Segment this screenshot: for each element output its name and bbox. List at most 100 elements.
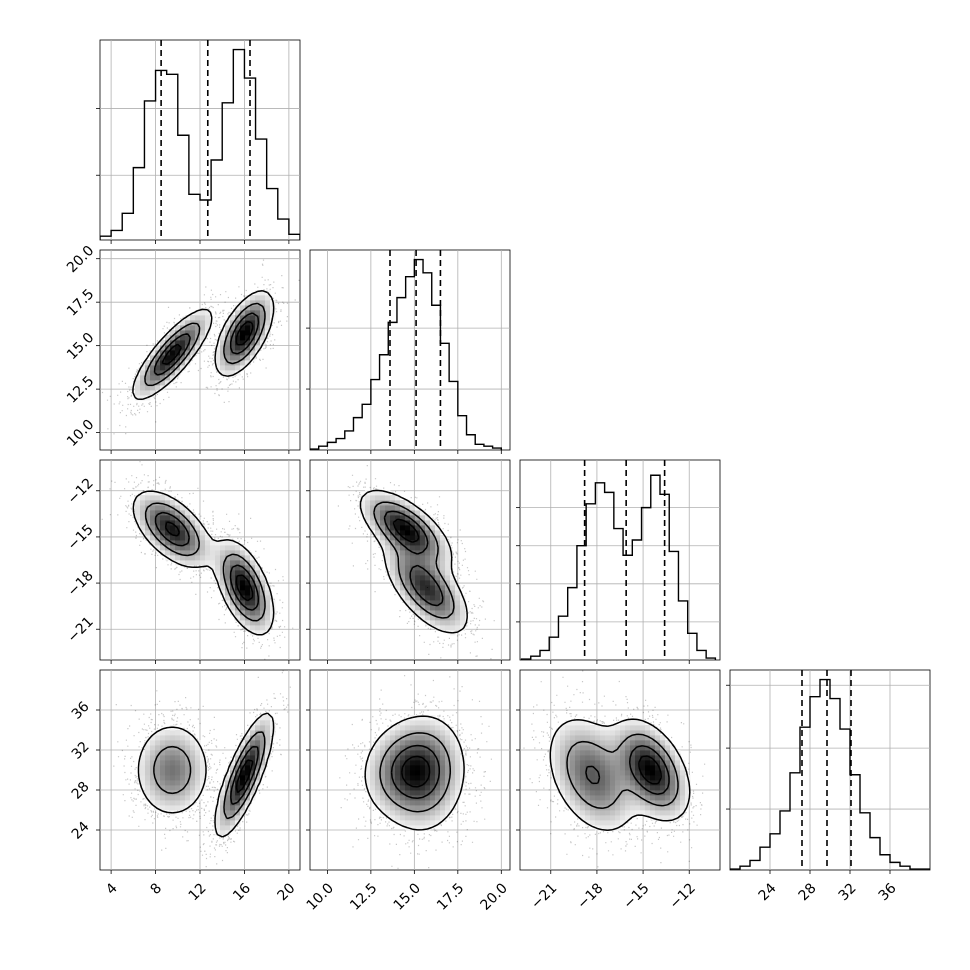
density-cell: [195, 315, 201, 321]
density-cell: [585, 810, 591, 816]
density-cell: [265, 590, 271, 596]
density-cell: [395, 730, 401, 736]
density-cell: [220, 800, 226, 806]
density-cell: [215, 815, 221, 821]
density-cell: [650, 745, 656, 751]
density-cell: [225, 560, 231, 566]
density-cell: [415, 815, 421, 821]
density-cell: [405, 725, 411, 731]
density-cell: [395, 775, 401, 781]
panel-frame: [309, 249, 511, 451]
density-cell: [440, 625, 446, 631]
density-cell: [660, 795, 666, 801]
density-cell: [405, 815, 411, 821]
density-cell: [555, 765, 561, 771]
density-cell: [230, 810, 236, 816]
density-cell: [165, 740, 171, 746]
density-cell: [445, 555, 451, 561]
density-cell: [190, 350, 196, 356]
density-cell: [220, 825, 226, 831]
density-cell: [435, 595, 441, 601]
density-cell: [440, 725, 446, 731]
density-cell: [405, 795, 411, 801]
density-cell: [140, 505, 146, 511]
y-tick-label-1-0: 10.0: [64, 417, 97, 450]
density-cell: [220, 540, 226, 546]
density-cell: [145, 760, 151, 766]
density-cell: [390, 785, 396, 791]
density-cell: [260, 290, 266, 296]
density-cell: [560, 765, 566, 771]
density-cell: [445, 610, 451, 616]
density-cell: [155, 740, 161, 746]
density-cell: [370, 490, 376, 496]
density-cell: [140, 500, 146, 506]
contour-level-2: [585, 745, 670, 795]
density-cell: [385, 795, 391, 801]
density-cell: [635, 740, 641, 746]
density-cell: [380, 765, 386, 771]
density-cell: [630, 750, 636, 756]
density-cell: [415, 555, 421, 561]
density-cell: [165, 805, 171, 811]
density-cell: [260, 595, 266, 601]
density-cell: [235, 600, 241, 606]
density-cell: [645, 740, 651, 746]
density-cell: [670, 765, 676, 771]
density-cell: [400, 515, 406, 521]
contour-level-0: [137, 712, 275, 838]
density-cell: [445, 805, 451, 811]
density-cell: [240, 340, 246, 346]
density-cell: [190, 515, 196, 521]
density-cell: [265, 320, 271, 326]
density-cell: [450, 755, 456, 761]
density-cell: [420, 820, 426, 826]
density-cell: [675, 810, 681, 816]
density-cell: [140, 765, 146, 771]
density-cell: [190, 745, 196, 751]
density-cell: [185, 535, 191, 541]
contour-level-0: [364, 715, 465, 831]
density-cell: [660, 785, 666, 791]
density-cell: [390, 570, 396, 576]
density-cell: [185, 760, 191, 766]
density-cell: [250, 775, 256, 781]
density-cell: [255, 625, 261, 631]
density-cell: [610, 790, 616, 796]
density-cell: [160, 780, 166, 786]
density-cell: [205, 320, 211, 326]
density-cell: [560, 730, 566, 736]
density-cell: [405, 775, 411, 781]
density-cell: [645, 795, 651, 801]
density-cell: [405, 780, 411, 786]
panel-content: [100, 670, 300, 870]
density-cell: [405, 525, 411, 531]
density-cell: [605, 780, 611, 786]
density-cell: [185, 790, 191, 796]
density-cell: [200, 325, 206, 331]
density-cell: [260, 745, 266, 751]
density-cell: [410, 745, 416, 751]
density-cell: [230, 345, 236, 351]
density-cell: [445, 765, 451, 771]
density-cell: [385, 515, 391, 521]
density-cell: [235, 750, 241, 756]
density-cell: [420, 810, 426, 816]
density-cell: [450, 760, 456, 766]
density-cell: [215, 825, 221, 831]
density-cell: [655, 770, 661, 776]
density-cell: [190, 800, 196, 806]
density-cell: [665, 800, 671, 806]
density-cell: [225, 550, 231, 556]
density-cell: [620, 745, 626, 751]
density-cell: [175, 345, 181, 351]
density-cell: [250, 305, 256, 311]
density-cell: [180, 770, 186, 776]
density-cell: [400, 500, 406, 506]
density-cell: [660, 775, 666, 781]
density-cell: [155, 545, 161, 551]
density-cell: [195, 320, 201, 326]
density-cell: [570, 765, 576, 771]
density-cell: [585, 805, 591, 811]
density-cell: [625, 810, 631, 816]
